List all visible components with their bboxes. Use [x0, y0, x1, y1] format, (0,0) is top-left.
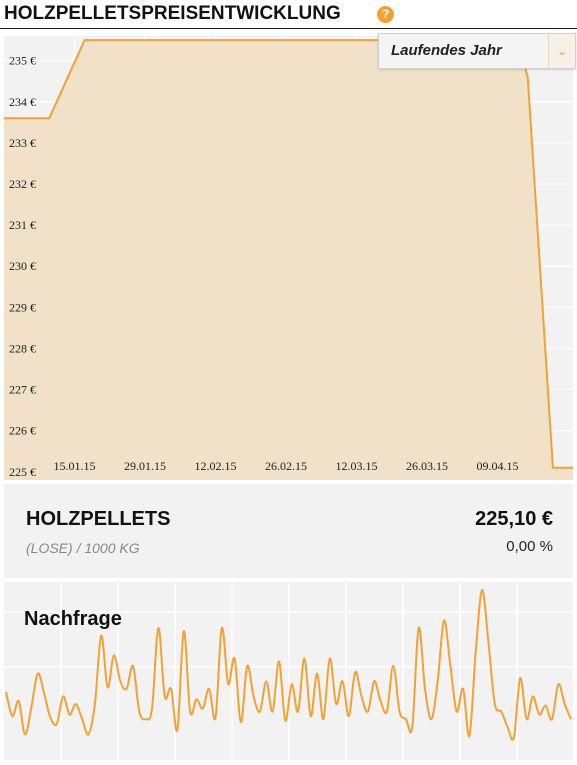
product-price: 225,10 €	[475, 508, 553, 530]
x-tick-label: 26.02.15	[265, 459, 307, 473]
y-tick-label: 229 €	[9, 300, 36, 314]
y-tick-label: 232 €	[9, 177, 36, 191]
y-tick-label: 226 €	[9, 424, 36, 438]
price-chart-svg: 225 € 226 € 227 € 228 € 229 € 230 € 231 € 232 €…	[4, 36, 573, 480]
y-tick-label: 233 €	[9, 136, 36, 150]
price-chart: 225 € 226 € 227 € 228 € 229 € 230 € 231 € 232 €…	[4, 36, 573, 480]
period-select[interactable]: Laufendes Jahr ⌄	[378, 33, 576, 69]
x-tick-label: 12.02.15	[194, 459, 236, 473]
product-summary: HOLZPELLETS (LOSE) / 1000 KG 225,10 € 0,…	[4, 484, 573, 578]
x-tick-label: 12.03.15	[335, 459, 377, 473]
x-tick-label: 09.04.15	[476, 459, 518, 473]
demand-line	[5, 588, 572, 741]
page-header: HOLZPELLETSPREISENTWICKLUNG ?	[0, 0, 577, 29]
price-area	[4, 40, 573, 480]
demand-chart-svg	[4, 582, 573, 760]
demand-panel: Nachfrage	[4, 582, 573, 760]
period-select-value: Laufendes Jahr	[391, 42, 502, 59]
demand-title: Nachfrage	[24, 608, 122, 630]
y-tick-label: 228 €	[9, 341, 36, 355]
question-icon[interactable]: ?	[377, 6, 394, 23]
x-tick-label: 29.01.15	[124, 459, 166, 473]
y-tick-label: 225 €	[9, 465, 36, 479]
price-change: 0,00 %	[506, 538, 553, 555]
x-tick-label: 26.03.15	[406, 459, 448, 473]
y-tick-label: 234 €	[9, 95, 36, 109]
y-tick-label: 227 €	[9, 383, 36, 397]
y-tick-label: 230 €	[9, 259, 36, 273]
product-unit: (LOSE) / 1000 KG	[26, 540, 140, 556]
y-tick-label: 231 €	[9, 218, 36, 232]
y-tick-label: 235 €	[9, 54, 36, 68]
chevron-down-icon[interactable]: ⌄	[548, 34, 575, 68]
page-title: HOLZPELLETSPREISENTWICKLUNG	[4, 3, 341, 24]
product-name: HOLZPELLETS	[26, 508, 171, 530]
x-tick-label: 15.01.15	[53, 459, 95, 473]
